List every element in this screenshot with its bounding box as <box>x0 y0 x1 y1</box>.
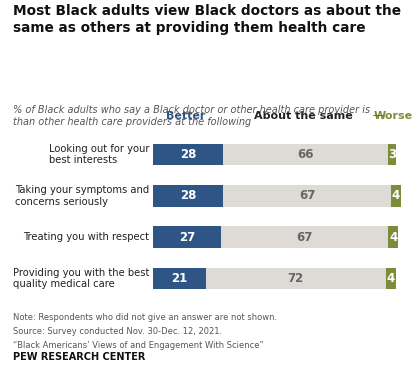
Text: 66: 66 <box>297 148 314 161</box>
Text: 4: 4 <box>391 189 400 202</box>
Text: About the same: About the same <box>254 111 353 121</box>
Text: Providing you with the best
quality medical care: Providing you with the best quality medi… <box>13 268 149 289</box>
Text: 67: 67 <box>299 189 315 202</box>
Text: “Black Americans’ Views of and Engagement With Science”: “Black Americans’ Views of and Engagemen… <box>13 341 263 350</box>
Text: Most Black adults view Black doctors as about the
same as others at providing th: Most Black adults view Black doctors as … <box>13 4 401 35</box>
Text: Worse: Worse <box>373 111 412 121</box>
Bar <box>206 268 386 289</box>
Text: 28: 28 <box>180 189 197 202</box>
Bar <box>153 226 221 248</box>
Text: 3: 3 <box>388 148 396 161</box>
Text: Better: Better <box>166 111 205 121</box>
Bar <box>388 144 396 165</box>
Text: 28: 28 <box>180 148 197 161</box>
Text: 4: 4 <box>389 231 397 244</box>
Text: % of Black adults who say a Black doctor or other health care provider is __
tha: % of Black adults who say a Black doctor… <box>13 104 383 127</box>
Text: Note: Respondents who did not give an answer are not shown.: Note: Respondents who did not give an an… <box>13 313 277 322</box>
Bar <box>223 144 388 165</box>
Bar <box>153 185 223 206</box>
Text: 4: 4 <box>386 272 395 285</box>
Text: 67: 67 <box>296 231 312 244</box>
Bar <box>221 226 388 248</box>
Text: 21: 21 <box>171 272 188 285</box>
Text: 27: 27 <box>179 231 195 244</box>
Bar <box>388 226 398 248</box>
Bar <box>386 268 396 289</box>
Text: Looking out for your
best interests: Looking out for your best interests <box>49 144 149 165</box>
Text: Taking your symptoms and
concerns seriously: Taking your symptoms and concerns seriou… <box>15 185 149 206</box>
Text: Treating you with respect: Treating you with respect <box>23 232 149 242</box>
Bar <box>153 268 206 289</box>
Bar <box>223 185 391 206</box>
Text: Source: Survey conducted Nov. 30-Dec. 12, 2021.: Source: Survey conducted Nov. 30-Dec. 12… <box>13 327 222 336</box>
Bar <box>153 144 223 165</box>
Bar <box>391 185 401 206</box>
Text: PEW RESEARCH CENTER: PEW RESEARCH CENTER <box>13 352 145 362</box>
Text: 72: 72 <box>288 272 304 285</box>
